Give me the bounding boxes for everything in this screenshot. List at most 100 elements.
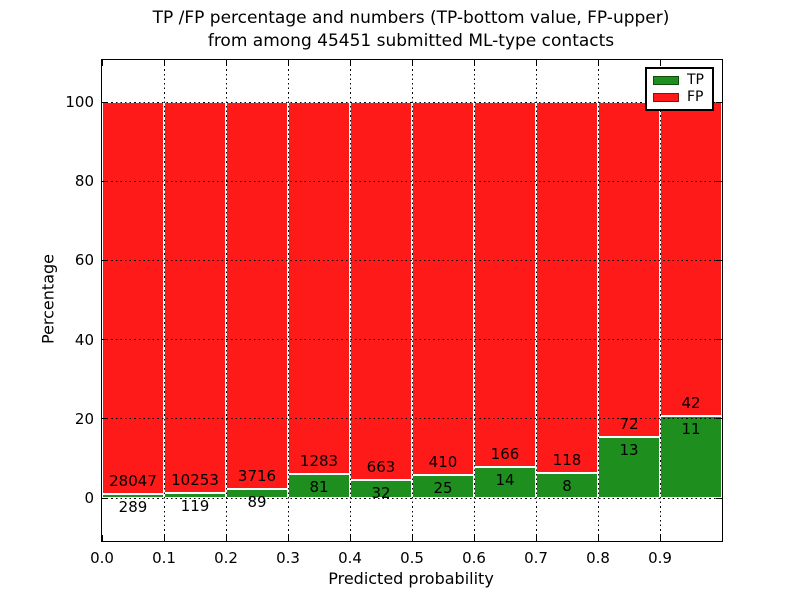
tp-count-label: 81 — [309, 478, 329, 497]
fp-bar-segment — [598, 102, 660, 438]
x-axis-tick — [287, 60, 289, 66]
tp-count-label: 8 — [562, 476, 572, 495]
tp-count-label: 32 — [371, 483, 391, 502]
x-axis-tick — [411, 535, 413, 541]
gridline-vertical — [597, 60, 599, 541]
gridline-horizontal — [102, 259, 722, 261]
y-tick-label: 0 — [84, 489, 94, 507]
x-tick-label: 0.8 — [586, 549, 610, 567]
x-tick-label: 0.4 — [338, 549, 362, 567]
tp-count-label: 89 — [247, 492, 267, 511]
gridline-vertical — [411, 60, 413, 541]
gridline-vertical — [473, 60, 475, 541]
gridline-vertical — [659, 60, 661, 541]
tp-count-label: 14 — [495, 471, 515, 490]
x-tick-label: 0.9 — [648, 549, 672, 567]
x-axis-tick — [163, 60, 165, 66]
tp-count-label: 11 — [681, 419, 701, 438]
x-axis-label: Predicted probability — [328, 569, 494, 588]
x-tick-label: 0.7 — [524, 549, 548, 567]
gridline-vertical — [225, 60, 227, 541]
y-axis-tick — [716, 497, 722, 499]
tp-bar-segment — [474, 467, 536, 498]
y-axis-tick — [716, 180, 722, 182]
x-tick-label: 0.0 — [90, 549, 114, 567]
tp-count-label: 25 — [433, 479, 453, 498]
gridline-horizontal — [102, 339, 722, 341]
chart-title: TP /FP percentage and numbers (TP-bottom… — [101, 7, 721, 53]
gridline-horizontal — [102, 418, 722, 420]
y-tick-label: 80 — [74, 172, 94, 191]
y-tick-label: 40 — [74, 330, 94, 349]
chart-title-line1: TP /FP percentage and numbers (TP-bottom… — [152, 8, 670, 28]
x-tick-label: 0.3 — [276, 549, 300, 567]
tp-legend-label: TP — [687, 71, 704, 88]
x-tick-label: 0.2 — [214, 549, 238, 567]
x-tick-label: 0.1 — [152, 549, 176, 567]
tp-count-label: 289 — [118, 497, 148, 516]
fp-count-label: 72 — [619, 415, 639, 434]
x-axis-tick — [101, 60, 103, 66]
fp-count-label: 166 — [490, 445, 520, 464]
fp-legend-swatch — [653, 93, 679, 103]
fp-bar-segment — [226, 102, 288, 489]
gridline-horizontal — [102, 180, 722, 182]
y-axis-tick — [102, 418, 108, 420]
x-tick-label: 0.6 — [462, 549, 486, 567]
x-axis-tick — [349, 60, 351, 66]
y-axis-tick — [102, 259, 108, 261]
fp-count-label: 42 — [681, 393, 701, 412]
fp-bar-segment — [102, 102, 164, 494]
gridline-horizontal — [102, 497, 722, 499]
gridline-horizontal — [102, 101, 722, 103]
fp-bar-segment — [536, 102, 598, 473]
x-tick-label: 0.5 — [400, 549, 424, 567]
y-tick-label: 100 — [65, 93, 94, 111]
x-axis-tick — [659, 535, 661, 541]
fp-legend-label: FP — [687, 89, 704, 106]
x-axis-tick — [287, 535, 289, 541]
fp-count-label: 1283 — [299, 452, 339, 471]
x-axis-tick — [101, 535, 103, 541]
y-axis-tick — [102, 497, 108, 499]
tp-count-label: 13 — [619, 441, 639, 460]
legend-row-tp: TP — [647, 71, 712, 88]
fp-count-label: 3716 — [237, 466, 277, 485]
y-tick-label: 20 — [74, 409, 94, 428]
plot-area: 28047 289 10253 119 3716 89 1283 81 663 32 410 25 16… — [65, 59, 723, 567]
y-axis-tick — [716, 339, 722, 341]
x-axis-tick — [473, 535, 475, 541]
fp-count-label: 28047 — [109, 471, 157, 490]
fp-count-label: 10253 — [171, 471, 219, 490]
y-axis-tick — [716, 418, 722, 420]
fp-count-label: 410 — [428, 453, 458, 472]
x-axis-tick — [225, 60, 227, 66]
x-axis-tick — [535, 535, 537, 541]
x-axis-tick — [349, 535, 351, 541]
fp-bar-segment — [288, 102, 350, 475]
x-axis-tick — [411, 60, 413, 66]
x-axis-tick — [473, 60, 475, 66]
y-axis-tick — [102, 101, 108, 103]
gridline-vertical — [287, 60, 289, 541]
chart-title-line2: from among 45451 submitted ML-type conta… — [207, 31, 615, 51]
x-axis-tick — [597, 535, 599, 541]
fp-bar-segment — [350, 102, 412, 480]
fp-bar-segment — [474, 102, 536, 468]
fp-bar-segment — [164, 102, 226, 494]
fp-count-label: 663 — [366, 457, 396, 476]
tp-count-label: 119 — [180, 497, 210, 516]
tp-bar-segment — [660, 415, 722, 498]
y-axis-tick — [102, 339, 108, 341]
x-axis-tick — [659, 60, 661, 66]
y-tick-label: 60 — [74, 251, 94, 270]
y-axis-tick — [716, 101, 722, 103]
legend-row-fp: FP — [647, 90, 712, 105]
y-axis-tick — [716, 259, 722, 261]
x-axis-tick — [597, 60, 599, 66]
x-axis-tick — [163, 535, 165, 541]
fp-count-label: 118 — [552, 450, 582, 469]
gridline-vertical — [535, 60, 537, 541]
fp-bar-segment — [412, 102, 474, 476]
